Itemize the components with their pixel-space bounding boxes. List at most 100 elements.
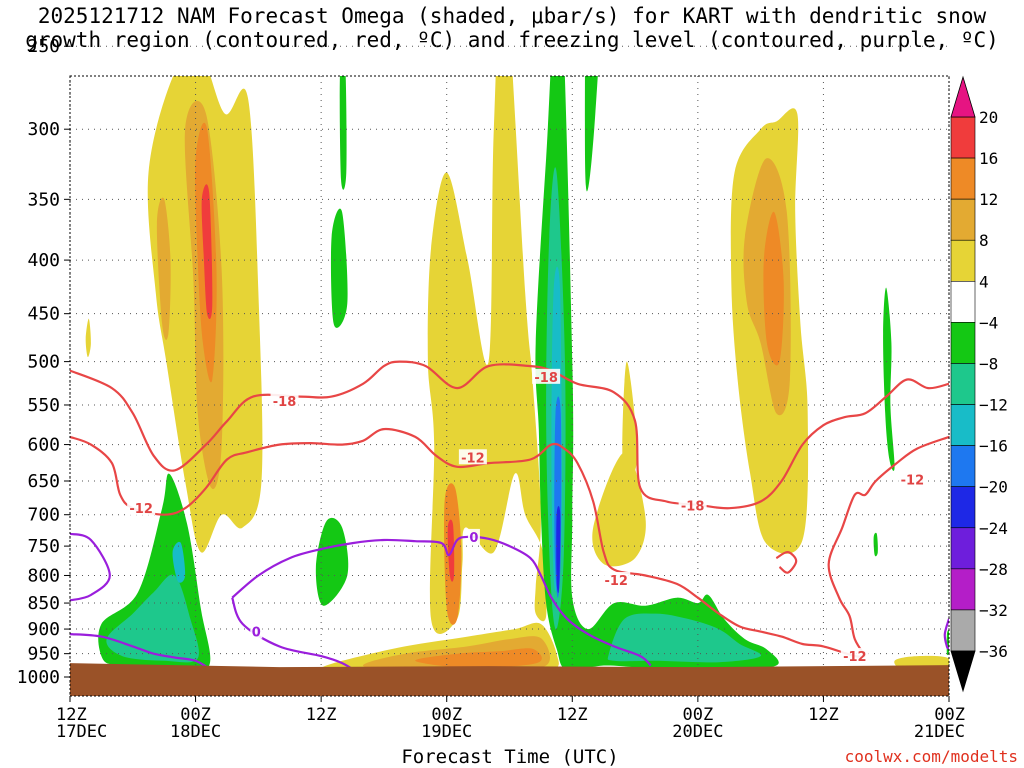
colorbar-swatch-4 [950,281,976,323]
contour-label-8: 0 [469,531,478,546]
y-tick-label-750: 750 [27,536,60,557]
contour-label-5: -12 [604,574,628,589]
colorbar-swatch-9 [950,486,976,529]
colorbar-tick-label-8: −16 [979,437,1008,456]
omega-region-4 [201,184,213,320]
contour-label-0: -18 [273,395,297,410]
colorbar-swatch-0 [950,116,976,159]
colorbar-swatch-7 [950,404,976,446]
colorbar-top-arrow [950,75,976,118]
y-tick-label-950: 950 [27,644,60,665]
colorbar-swatch-1 [950,157,976,200]
contour-label-6: -12 [901,474,925,489]
omega-region-22 [339,76,347,190]
omega-region-20 [172,541,186,583]
omega-region-21 [330,208,348,328]
freezing-contour-2 [231,535,652,667]
colorbar-swatch-11 [950,568,976,611]
x-tick-label-60-1: 20DEC [672,722,723,740]
site-credit: coolwx.com/modelts [844,747,1018,766]
y-tick-label-1000: 1000 [17,667,60,688]
colorbar-tick-label-5: −4 [979,313,998,332]
x-tick-label-48-0: 12Z [557,705,588,725]
x-axis-label: Forecast Time (UTC) [401,746,619,768]
colorbar-tick-label-12: −32 [979,601,1008,620]
omega-region-31 [883,287,895,471]
x-tick-label-72-0: 12Z [808,705,839,725]
omega-region-19 [106,574,199,663]
y-tick-label-450: 450 [27,304,60,325]
contour-label-7: -12 [843,650,867,665]
grid-layer [69,45,950,696]
colorbar-tick-label-11: −28 [979,560,1008,579]
colorbar-tick-label-1: 16 [979,149,998,168]
x-tick-label-0-2: 2025 [56,739,97,740]
contour-label-3: -12 [129,502,153,517]
contour-label-9: 0 [252,626,261,641]
contour-label-bg-1 [532,368,561,384]
y-tick-label-900: 900 [27,619,60,640]
x-tick-label-12-0: 00Z [180,705,211,725]
contour-label-bg-3 [127,500,156,516]
contour-label-4: -12 [461,451,485,466]
omega-region-10 [415,648,542,668]
terrain-layer [70,663,949,696]
omega-time-height-chart: -18 -18 -18 -12 -12 -12 -12 -12 0 0 250 300 350 400 4… [17,36,1008,740]
colorbar-tick-label-10: −24 [979,519,1008,538]
plot-frame [69,75,950,697]
freezing-contour-3 [231,597,359,674]
omega-region-32 [873,532,878,557]
omega-region-30 [584,76,598,192]
x-tick-label-12-1: 18DEC [170,722,221,740]
contour-label-bg-4 [458,449,487,465]
contour-label-layer: -18 -18 -18 -12 -12 -12 -12 -12 0 0 [127,368,927,665]
x-tick-label-0-1: 17DEC [56,722,107,740]
x-tick-label-84-1: 21DEC [914,722,965,740]
x-tick-label-24-0: 12Z [306,705,337,725]
title-line-2: growth region (contoured, red, ºC) and f… [25,28,999,52]
y-tick-label-600: 600 [27,435,60,456]
x-tick-label-36-1: 19DEC [421,722,472,740]
colorbar: 20 16 12 8 4 −4 −8 −12 −16 −20 −24 −28 −32 −36 [950,75,1008,693]
colorbar-tick-label-13: −36 [979,642,1008,661]
colorbar-swatch-12 [950,609,976,652]
freezing-contour-1 [70,633,212,672]
omega-region-28 [556,506,561,593]
contour-label-1: -18 [534,371,558,386]
y-tick-label-650: 650 [27,471,60,492]
colorbar-tick-label-0: 20 [979,108,998,127]
colorbar-tick-label-2: 12 [979,190,998,209]
omega-region-15 [763,211,784,366]
colorbar-tick-label-4: 4 [979,272,989,291]
colorbar-swatch-8 [950,445,976,487]
y-tick-label-300: 300 [27,119,60,140]
omega-region-11 [592,452,646,567]
y-tick-label-500: 500 [27,352,60,373]
y-tick-label-350: 350 [27,189,60,210]
omega-region-23 [315,517,349,606]
y-tick-label-550: 550 [27,395,60,416]
contour-label-bg-8 [467,528,480,544]
contour-label-bg-5 [602,571,631,587]
contour-label-bg-0 [270,392,299,408]
omega-region-17 [85,318,91,358]
y-tick-label-250: 250 [27,36,60,57]
colorbar-tick-label-3: 8 [979,231,989,250]
x-tick-label-84-0: 00Z [934,705,965,725]
colorbar-swatch-3 [950,239,976,282]
dgz-contour-1 [70,427,866,658]
y-tick-label-400: 400 [27,250,60,271]
x-tick-label-0-0: 12Z [56,705,87,725]
omega-region-5 [427,76,547,634]
x-tick-label-60-0: 00Z [682,705,713,725]
colorbar-tick-label-7: −12 [979,396,1008,415]
chart-title: 2025121712 NAM Forecast Omega (shaded, μ… [0,4,1024,52]
terrain-ground [70,663,949,696]
title-line-1: 2025121712 NAM Forecast Omega (shaded, μ… [37,4,987,28]
freezing-contour-4 [943,618,949,650]
contour-label-bg-2 [678,497,707,513]
omega-region-29 [607,613,762,663]
contour-label-bg-9 [250,623,263,639]
colorbar-swatch-6 [950,363,976,405]
contour-label-2: -18 [681,500,705,515]
